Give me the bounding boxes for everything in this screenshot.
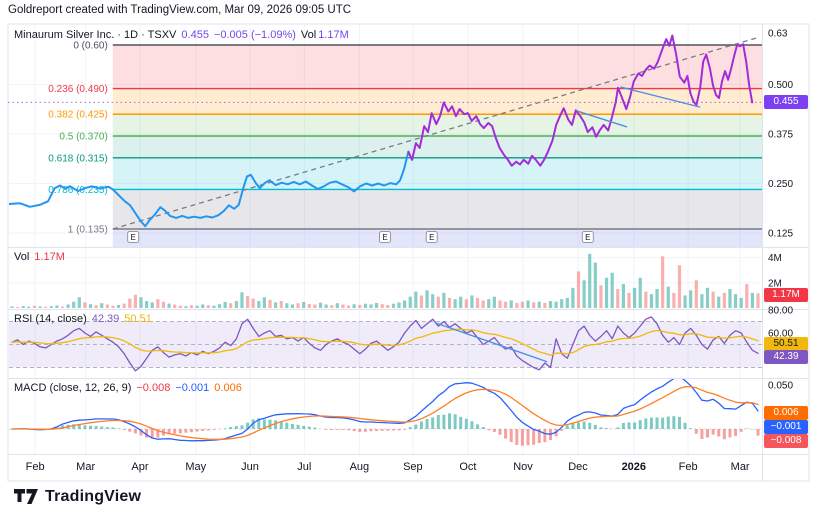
rsi-line[interactable] xyxy=(11,316,759,372)
volume-pane-value: 1.17M xyxy=(34,251,65,263)
time-axis-label[interactable]: Nov xyxy=(513,461,533,473)
price-pane-legend: Minaurum Silver Inc. · 1D · TSXV 0.455 −0.… xyxy=(14,29,354,41)
earnings-marker[interactable]: E xyxy=(127,231,140,243)
volume-value: 1.17M xyxy=(318,29,349,41)
price-line-purple[interactable] xyxy=(407,34,754,167)
macd-hist-badge: −0.008 xyxy=(764,434,808,448)
macd-pane-label: MACD (close, 12, 26, 9) xyxy=(14,382,132,394)
macd-axis-tick: 0.050 xyxy=(768,381,793,392)
last-price-value: 0.455 xyxy=(181,29,209,41)
regression-trendline[interactable] xyxy=(112,37,757,230)
macd-line-value: −0.001 xyxy=(175,382,210,394)
fib-level-label: 0 (0.60) xyxy=(73,41,107,52)
price-line-blue[interactable] xyxy=(8,150,410,228)
volume-badge: 1.17M xyxy=(764,288,808,302)
price-axis-tick: 0.375 xyxy=(768,130,793,141)
volume-axis-tick: 2M xyxy=(768,278,782,289)
macd-hist-value: −0.008 xyxy=(136,382,171,394)
fib-level-label: 0.236 (0.490) xyxy=(48,84,108,95)
time-axis-label[interactable]: Sep xyxy=(403,461,423,473)
fib-band xyxy=(112,157,762,190)
macd-line[interactable] xyxy=(11,376,759,442)
macd-signal-badge: 0.006 xyxy=(764,406,808,420)
price-axis-tick: 0.63 xyxy=(768,29,788,40)
rsi-ma-value: 50.51 xyxy=(124,313,152,325)
svg-text:E: E xyxy=(382,233,387,242)
fib-level-label: 0.382 (0.425) xyxy=(48,110,108,121)
time-axis-label[interactable]: Mar xyxy=(731,461,750,473)
rsi-ma-line[interactable] xyxy=(11,328,759,356)
fib-level-label: 1 (0.135) xyxy=(68,225,108,236)
rsi-axis-tick: 60.00 xyxy=(768,329,793,340)
rsi-value: 42.39 xyxy=(91,313,120,325)
rsi-axis-tick: 80.00 xyxy=(768,306,793,317)
price-axis-tick: 0.500 xyxy=(768,80,793,91)
volume-axis-tick: 4M xyxy=(768,253,782,264)
earnings-marker[interactable]: E xyxy=(425,231,438,243)
fib-level-label: 0.618 (0.315) xyxy=(48,153,108,164)
current-price-badge: 0.455 xyxy=(764,95,808,109)
time-axis-label[interactable]: Feb xyxy=(26,461,45,473)
time-axis-label[interactable]: May xyxy=(185,461,206,473)
volume-bars xyxy=(10,253,760,308)
volume-pane-legend: Vol 1.17M xyxy=(14,251,70,263)
price-change-value: −0.005 (−1.09%) xyxy=(213,29,296,41)
rsi-badge: 42.39 xyxy=(764,350,808,364)
time-axis-label[interactable]: 2026 xyxy=(622,461,646,473)
fib-band xyxy=(112,136,762,158)
drawn-trendline[interactable] xyxy=(577,110,628,128)
macd-signal-line[interactable] xyxy=(11,385,759,440)
tradingview-logo-icon xyxy=(14,488,38,504)
chart-frame xyxy=(7,23,810,482)
svg-text:E: E xyxy=(130,233,135,242)
rsi-ma-badge: 50.51 xyxy=(764,337,808,351)
fib-level-label: 0.5 (0.370) xyxy=(59,132,107,143)
tradingview-brand-text: TradingView xyxy=(45,488,142,505)
price-axis-tick: 0.250 xyxy=(768,179,793,190)
svg-text:E: E xyxy=(585,233,590,242)
rsi-pane-legend: RSI (14, close) 42.39 50.51 xyxy=(14,313,157,325)
time-axis-label[interactable]: Jun xyxy=(241,461,259,473)
earnings-marker[interactable]: E xyxy=(581,231,594,243)
time-axis-label[interactable]: Mar xyxy=(76,461,95,473)
earnings-marker[interactable]: E xyxy=(379,231,391,243)
tradingview-logo[interactable]: TradingView xyxy=(14,488,141,506)
time-axis-label[interactable]: Dec xyxy=(568,461,588,473)
macd-signal-value: 0.006 xyxy=(214,382,242,394)
fib-band xyxy=(112,88,762,115)
drawn-trendline[interactable] xyxy=(620,86,701,108)
price-axis-tick: 0.125 xyxy=(768,228,793,239)
fib-band xyxy=(112,189,762,230)
time-axis-label[interactable]: Aug xyxy=(350,461,370,473)
report-header-note: Goldreport created with TradingView.com,… xyxy=(8,4,352,16)
macd-histogram xyxy=(10,413,760,446)
time-axis-label[interactable]: Jul xyxy=(297,461,311,473)
time-axis-label[interactable]: Feb xyxy=(679,461,698,473)
volume-label: Vol xyxy=(300,29,317,41)
volume-pane-label: Vol xyxy=(14,251,30,263)
time-axis-label[interactable]: Oct xyxy=(459,461,476,473)
symbol-title: Minaurum Silver Inc. · 1D · TSXV xyxy=(14,29,177,41)
fib-band xyxy=(112,45,762,89)
time-axis-label[interactable]: Apr xyxy=(131,461,148,473)
fib-band xyxy=(112,114,762,137)
macd-line-badge: −0.001 xyxy=(764,420,808,434)
drawn-trendline-rsi[interactable] xyxy=(434,321,548,363)
svg-text:E: E xyxy=(429,233,434,242)
rsi-pane-label: RSI (14, close) xyxy=(14,313,87,325)
macd-pane-legend: MACD (close, 12, 26, 9) −0.008 −0.001 0.006 xyxy=(14,382,247,394)
